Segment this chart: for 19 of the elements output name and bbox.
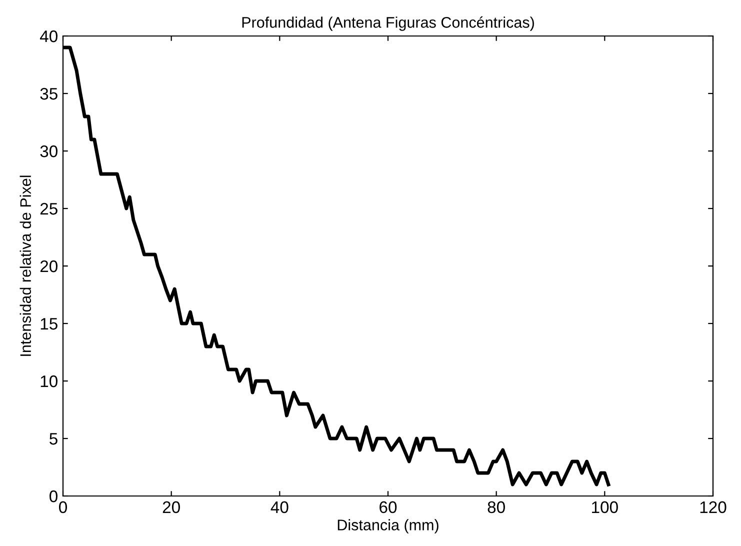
y-tick-label: 30 [40,145,58,158]
y-tick-label: 25 [40,202,58,215]
y-tick-label: 20 [40,260,58,272]
x-tick-label: 80 [488,501,505,514]
y-tick-label: 35 [40,88,58,100]
x-tick-label: 20 [162,501,180,514]
y-tick-label: 5 [50,433,58,445]
x-tick-label: 40 [270,501,288,514]
y-tick-label: 40 [40,30,58,42]
x-tick-label: 60 [380,501,397,514]
y-tick-label: 15 [40,318,58,330]
chart-title: Profundidad (Antena Figuras Concéntricas) [242,16,534,31]
y-tick-label: 10 [40,375,58,388]
x-axis-title: Distancia (mm) [338,519,438,534]
x-tick-label: 100 [592,501,618,514]
y-tick-label: 0 [50,490,58,502]
y-axis-title: Intensidad relativa de Pixel [20,176,32,356]
x-tick-label: 120 [700,501,726,514]
x-tick-label: 0 [59,501,67,514]
